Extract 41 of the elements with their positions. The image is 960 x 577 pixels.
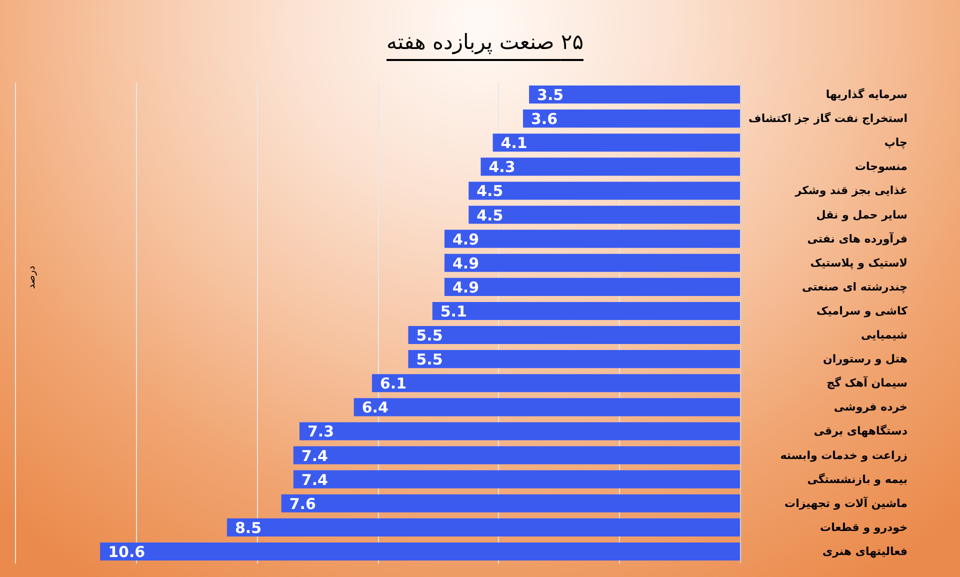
data-label: 10.6 [108,542,146,561]
data-label: 4.1 [500,134,528,152]
data-label: 4.3 [488,158,516,176]
y-tick-label: سیمان آهک گچ [826,376,908,390]
y-tick-label: زراعت و خدمات وابسته [780,448,908,462]
data-label: 3.5 [537,86,564,104]
y-tick-label: منسوجات [855,160,908,174]
data-label: 7.4 [301,470,328,489]
data-label: 4.9 [452,278,480,296]
data-label: 5.5 [416,326,443,345]
y-tick-label: سایر حمل و نقل [816,208,908,222]
y-tick-label: شیمیایی [860,328,908,342]
data-label: 3.6 [531,110,558,128]
y-tick-label: استخراج نفت گاز جز اکتشاف [748,112,908,126]
y-tick-label: چاپ [884,136,908,150]
data-label: 7.6 [289,494,316,513]
data-label: 4.9 [452,254,480,272]
data-label: 4.5 [476,206,504,224]
y-tick-label: بیمه و بازنشستگی [807,472,908,486]
data-label: 7.3 [307,422,334,441]
y-tick-label: ماشین آلات و تجهیزات [784,496,908,510]
data-label: 4.5 [476,182,504,200]
y-tick-label: هتل و رستوران [823,352,908,366]
annotation: درصد [26,266,38,289]
y-tick-label: چندرشته ای صنعتی [802,280,908,294]
y-tick-label: خرده فروشی [834,400,908,414]
data-label: 6.1 [380,374,407,393]
y-tick-label: دستگاههای برقی [814,424,908,438]
data-label: 5.5 [416,350,443,369]
data-label: 6.4 [362,398,388,417]
y-tick-label: لاستیک و پلاستیک [810,256,908,270]
y-tick-label: فرآورده های نفتی [807,231,908,246]
data-label: 4.9 [452,230,480,248]
y-tick-label: فعالیتهای هنری [822,544,908,558]
data-label: 8.5 [234,518,262,537]
y-tick-label: خودرو و قطعات [820,520,908,534]
data-label: 5.1 [440,302,467,320]
y-tick-label: غذایی بجز قند وشکر [794,184,908,198]
data-label: 7.4 [301,446,328,465]
y-tick-label: سرمایه گذاریها [826,88,908,102]
y-tick-label: کاشی و سرامیک [816,304,908,318]
